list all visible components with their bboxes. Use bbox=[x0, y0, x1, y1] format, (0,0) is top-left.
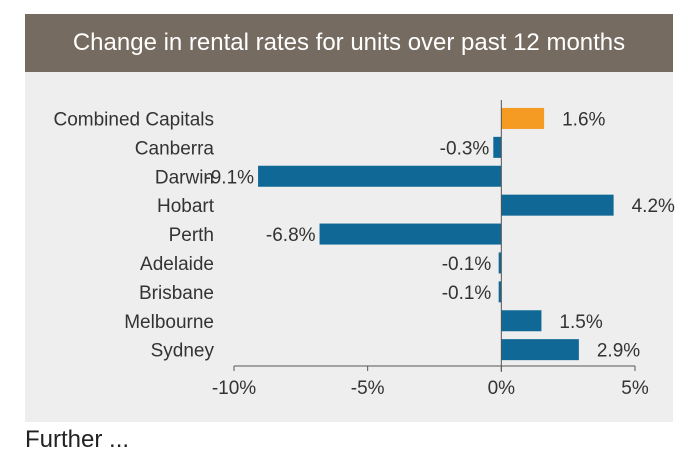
chart-title: Change in rental rates for units over pa… bbox=[25, 14, 673, 72]
chart-card: Change in rental rates for units over pa… bbox=[25, 14, 673, 422]
category-label: Sydney bbox=[151, 341, 215, 362]
cut-off-caption: Further ... bbox=[25, 426, 130, 453]
category-label: Canberra bbox=[135, 138, 215, 159]
category-label: Darwin bbox=[155, 167, 214, 188]
x-tick-label: -10% bbox=[212, 378, 256, 399]
category-label: Adelaide bbox=[140, 254, 214, 275]
bar bbox=[501, 310, 542, 332]
bar bbox=[498, 281, 502, 303]
bar bbox=[319, 223, 502, 245]
bar bbox=[493, 136, 502, 158]
data-label: -9.1% bbox=[204, 167, 254, 188]
data-label: -0.3% bbox=[440, 138, 490, 159]
bar bbox=[501, 194, 614, 216]
bar-chart: Combined Capitals 1.6% Canberra -0.3% Darwin… bbox=[53, 100, 675, 399]
data-label: -0.1% bbox=[442, 254, 492, 275]
category-label: Melbourne bbox=[124, 312, 214, 333]
data-label: 4.2% bbox=[632, 196, 675, 217]
x-tick-label: 0% bbox=[488, 378, 516, 399]
data-label: 2.9% bbox=[597, 341, 640, 362]
bar bbox=[258, 165, 502, 187]
bar bbox=[498, 252, 502, 274]
data-label: -6.8% bbox=[266, 225, 316, 246]
data-label: 1.5% bbox=[559, 312, 602, 333]
bar bbox=[501, 339, 579, 361]
category-label: Hobart bbox=[157, 196, 215, 217]
x-tick-label: -5% bbox=[351, 378, 385, 399]
category-label: Combined Capitals bbox=[53, 109, 214, 130]
category-label: Perth bbox=[169, 225, 214, 246]
data-label: 1.6% bbox=[562, 109, 605, 130]
data-label: -0.1% bbox=[442, 283, 492, 304]
x-tick-label: 5% bbox=[621, 378, 649, 399]
category-label: Brisbane bbox=[139, 283, 214, 304]
bar bbox=[501, 107, 545, 129]
